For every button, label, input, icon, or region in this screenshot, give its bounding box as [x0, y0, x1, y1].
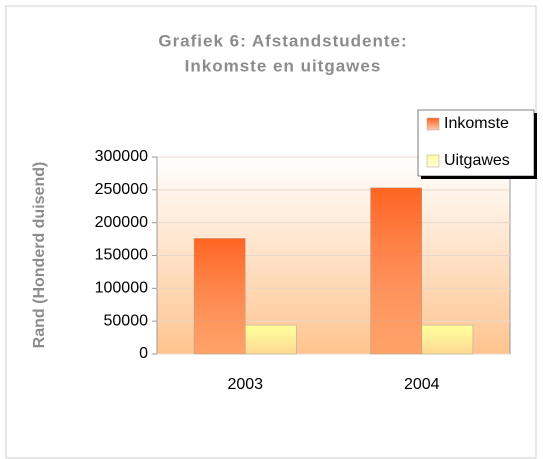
- chart-title: Inkomste en uitgawes: [185, 56, 382, 75]
- legend-swatch: [426, 154, 440, 168]
- y-tick-label: 150000: [95, 247, 148, 264]
- y-axis-label: Rand (Honderd duisend): [31, 162, 48, 349]
- y-tick-label: 0: [139, 345, 148, 362]
- y-tick-label: 300000: [95, 148, 148, 165]
- y-tick-label: 250000: [95, 181, 148, 198]
- bar: [370, 187, 423, 355]
- bar: [245, 324, 297, 355]
- y-tick-label: 100000: [95, 280, 148, 297]
- x-tick-label: 2004: [404, 376, 440, 393]
- bar: [193, 238, 246, 355]
- legend-label: Inkomste: [444, 115, 509, 132]
- bar: [421, 324, 474, 355]
- y-tick-label: 50000: [104, 312, 149, 329]
- legend-swatch: [426, 117, 440, 131]
- x-tick-label: 2003: [227, 376, 263, 393]
- legend-label: Uitgawes: [444, 152, 510, 169]
- y-tick-label: 200000: [95, 214, 148, 231]
- chart-title: Grafiek 6: Afstandstudente:: [158, 31, 407, 50]
